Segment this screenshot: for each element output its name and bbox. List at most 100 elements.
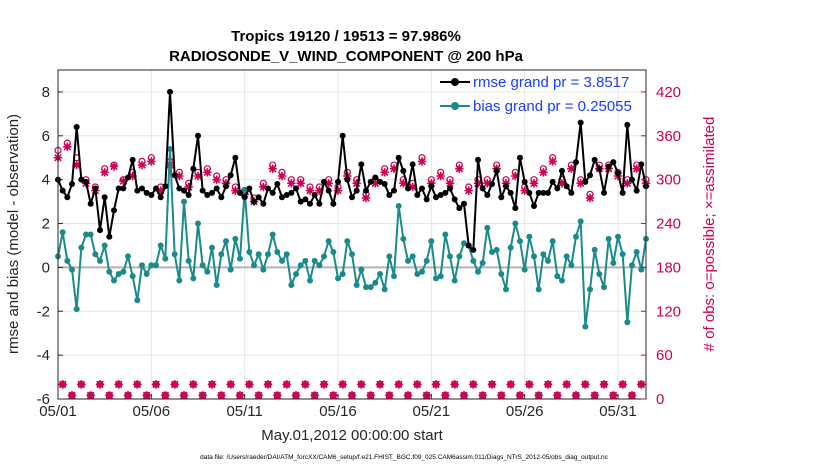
obs-assimilated-point bbox=[198, 391, 207, 400]
bias-point bbox=[73, 306, 80, 313]
bias-point bbox=[456, 253, 463, 260]
bias-point bbox=[423, 257, 430, 264]
bias-point bbox=[297, 262, 304, 269]
rmse-point bbox=[381, 181, 388, 188]
bias-point bbox=[185, 257, 192, 264]
obs-assimilated-point bbox=[133, 380, 142, 389]
obs-assimilated-point bbox=[553, 391, 562, 400]
bias-point bbox=[409, 253, 416, 260]
bias-point bbox=[293, 270, 299, 277]
bias-point bbox=[377, 270, 383, 277]
bias-point bbox=[260, 266, 267, 273]
rmse-point bbox=[456, 205, 463, 212]
obs-assimilated-point bbox=[170, 380, 179, 389]
rmse-point bbox=[246, 185, 253, 192]
rmse-point bbox=[568, 189, 575, 196]
rmse-point bbox=[610, 159, 617, 166]
bias-point bbox=[241, 187, 248, 194]
rmse-point bbox=[321, 178, 327, 185]
bias-point bbox=[335, 275, 341, 282]
obs-assimilated-point bbox=[319, 380, 329, 389]
rmse-point bbox=[559, 167, 565, 174]
bias-point bbox=[601, 284, 607, 291]
obs-assimilated-point bbox=[207, 380, 217, 389]
obs-assimilated-point bbox=[137, 160, 147, 170]
axis-ticks: 05/01 05/06 05/11 05/16 05/21 05/26 05/31 -6 -4 -… bbox=[37, 84, 681, 420]
rmse-point bbox=[288, 189, 295, 196]
rmse-point bbox=[185, 192, 192, 199]
bias-point bbox=[363, 284, 369, 291]
obs-assimilated-point bbox=[128, 171, 137, 181]
rmse-point bbox=[400, 167, 407, 174]
obs-assimilated-point bbox=[151, 380, 161, 389]
obs-assimilated-point bbox=[623, 179, 632, 188]
rmse-point bbox=[377, 178, 383, 185]
rmse-point bbox=[423, 196, 430, 203]
y-tick-label-left: -4 bbox=[37, 347, 50, 364]
obs-assimilated-point bbox=[352, 179, 361, 188]
obs-assimilated-point bbox=[156, 186, 165, 195]
rmse-point bbox=[125, 174, 131, 181]
obs-assimilated-point bbox=[366, 391, 375, 400]
x-tick-label: 05/11 bbox=[226, 403, 262, 420]
rmse-point bbox=[190, 165, 197, 172]
rmse-point bbox=[325, 187, 332, 194]
obs-assimilated-point bbox=[100, 168, 109, 177]
bias-point bbox=[176, 277, 183, 284]
bias-point bbox=[325, 238, 332, 245]
bias-point bbox=[101, 242, 108, 249]
rmse-point bbox=[335, 178, 341, 185]
obs-assimilated-point bbox=[632, 164, 641, 173]
rmse-point bbox=[330, 200, 337, 207]
obs-assimilated-point bbox=[375, 380, 385, 389]
bias-point bbox=[87, 231, 94, 238]
rmse-point bbox=[409, 161, 416, 168]
obs-assimilated-point bbox=[231, 186, 240, 195]
bias-point bbox=[321, 253, 327, 260]
bias-point bbox=[269, 231, 276, 238]
obs-assimilated-point bbox=[193, 171, 203, 181]
bias-point bbox=[97, 257, 103, 264]
rmse-point bbox=[470, 246, 477, 253]
rmse-point bbox=[106, 233, 113, 240]
obs-assimilated-point bbox=[235, 391, 245, 400]
bias-point bbox=[395, 202, 402, 209]
rmse-point bbox=[587, 172, 593, 179]
obs-assimilated-point bbox=[473, 179, 483, 188]
rmse-point bbox=[227, 172, 234, 179]
obs-assimilated-point bbox=[627, 391, 637, 400]
bias-point bbox=[475, 268, 481, 275]
rmse-point bbox=[153, 185, 159, 192]
bias-point bbox=[339, 270, 346, 277]
bias-point bbox=[442, 231, 449, 238]
bias-point bbox=[433, 275, 439, 282]
rmse-point bbox=[554, 185, 561, 192]
obs-assimilated-point bbox=[310, 391, 319, 400]
rmse-series bbox=[55, 88, 649, 253]
bias-point bbox=[153, 262, 159, 269]
y-axis-label-left: rmse and bias (model - observation) bbox=[5, 114, 22, 354]
obs-assimilated-point bbox=[422, 391, 431, 400]
obs-assimilated-point bbox=[483, 179, 492, 188]
bias-point bbox=[120, 268, 127, 275]
rmse-point bbox=[605, 163, 612, 170]
rmse-point bbox=[129, 156, 136, 163]
rmse-point bbox=[405, 185, 411, 192]
rmse-point bbox=[111, 207, 117, 214]
y-tick-label-right: 240 bbox=[656, 216, 681, 233]
bias-point bbox=[503, 286, 509, 293]
rmse-point bbox=[363, 187, 369, 194]
obs-assimilated-point bbox=[394, 380, 403, 389]
rmse-point bbox=[582, 178, 589, 185]
obs-assimilated-point bbox=[296, 179, 305, 188]
rmse-point bbox=[465, 242, 472, 249]
bias-point bbox=[405, 257, 411, 264]
bias-point bbox=[92, 251, 99, 258]
obs-assimilated-point bbox=[282, 380, 291, 389]
obs-assimilated-point bbox=[469, 380, 478, 389]
bias-point bbox=[545, 257, 551, 264]
bias-point bbox=[451, 277, 458, 284]
rmse-point bbox=[283, 192, 290, 199]
rmse-point bbox=[479, 185, 486, 192]
bias-point bbox=[372, 279, 379, 286]
